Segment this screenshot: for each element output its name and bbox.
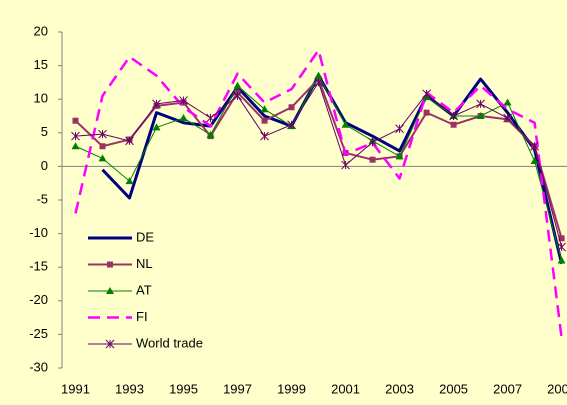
marker <box>260 105 269 113</box>
marker <box>206 113 215 123</box>
marker <box>260 131 269 141</box>
marker <box>450 121 457 128</box>
marker <box>98 154 107 162</box>
series-line <box>74 48 563 338</box>
marker <box>423 109 430 116</box>
x-tick-label: 1999 <box>277 381 306 396</box>
marker <box>314 78 323 87</box>
marker <box>503 113 512 123</box>
marker <box>557 256 566 264</box>
x-tick-label: 1995 <box>169 381 198 396</box>
marker <box>206 130 215 138</box>
marker <box>558 235 565 242</box>
x-tick-label: 2003 <box>385 381 414 396</box>
legend-label: AT <box>136 282 152 297</box>
marker <box>369 156 376 163</box>
marker <box>314 71 323 79</box>
marker <box>288 104 295 111</box>
marker <box>71 131 80 141</box>
y-tick-label: -25 <box>29 326 48 341</box>
marker <box>395 152 404 160</box>
marker <box>422 89 431 99</box>
y-tick-label: 15 <box>34 57 48 72</box>
marker <box>71 142 80 150</box>
marker <box>179 96 188 105</box>
marker <box>395 124 404 134</box>
x-tick-label: 1993 <box>115 381 144 396</box>
marker <box>287 120 296 130</box>
marker <box>125 177 134 185</box>
y-tick-label: -5 <box>36 191 48 206</box>
marker <box>98 129 107 139</box>
y-tick-label: -20 <box>29 292 48 307</box>
marker <box>233 81 242 89</box>
legend-marker <box>106 287 114 294</box>
y-tick-label: 5 <box>41 124 48 139</box>
legend-label: DE <box>136 229 154 244</box>
y-tick-label: 10 <box>34 91 48 106</box>
x-tick-label: 1991 <box>61 381 90 396</box>
y-tick-label: 0 <box>41 158 48 173</box>
marker <box>476 112 485 119</box>
legend-label: FI <box>136 309 148 324</box>
marker <box>557 242 566 252</box>
y-tick-label: -10 <box>29 225 48 240</box>
x-tick-label: 1997 <box>223 381 252 396</box>
marker <box>152 99 161 109</box>
marker <box>530 141 539 151</box>
marker <box>72 117 79 124</box>
marker <box>476 99 485 109</box>
marker <box>152 123 161 131</box>
marker <box>341 160 350 170</box>
marker <box>449 111 458 121</box>
marker <box>261 117 268 124</box>
y-tick-label: -30 <box>29 359 48 374</box>
x-tick-label: 2009 <box>547 381 567 396</box>
y-tick-label: 20 <box>34 23 48 38</box>
marker <box>179 114 188 122</box>
marker <box>341 120 350 128</box>
x-tick-label: 2005 <box>439 381 468 396</box>
x-tick-label: 2001 <box>331 381 360 396</box>
legend-marker <box>107 261 113 268</box>
marker <box>233 91 242 101</box>
legend-label: World trade <box>136 335 203 350</box>
marker <box>368 137 377 147</box>
marker <box>503 98 512 106</box>
marker <box>530 157 539 165</box>
legend-marker <box>105 339 115 349</box>
marker <box>99 143 106 150</box>
x-tick-label: 2007 <box>493 381 522 396</box>
legend-label: NL <box>136 256 153 271</box>
marker <box>125 136 134 146</box>
y-tick-label: -15 <box>29 259 48 274</box>
